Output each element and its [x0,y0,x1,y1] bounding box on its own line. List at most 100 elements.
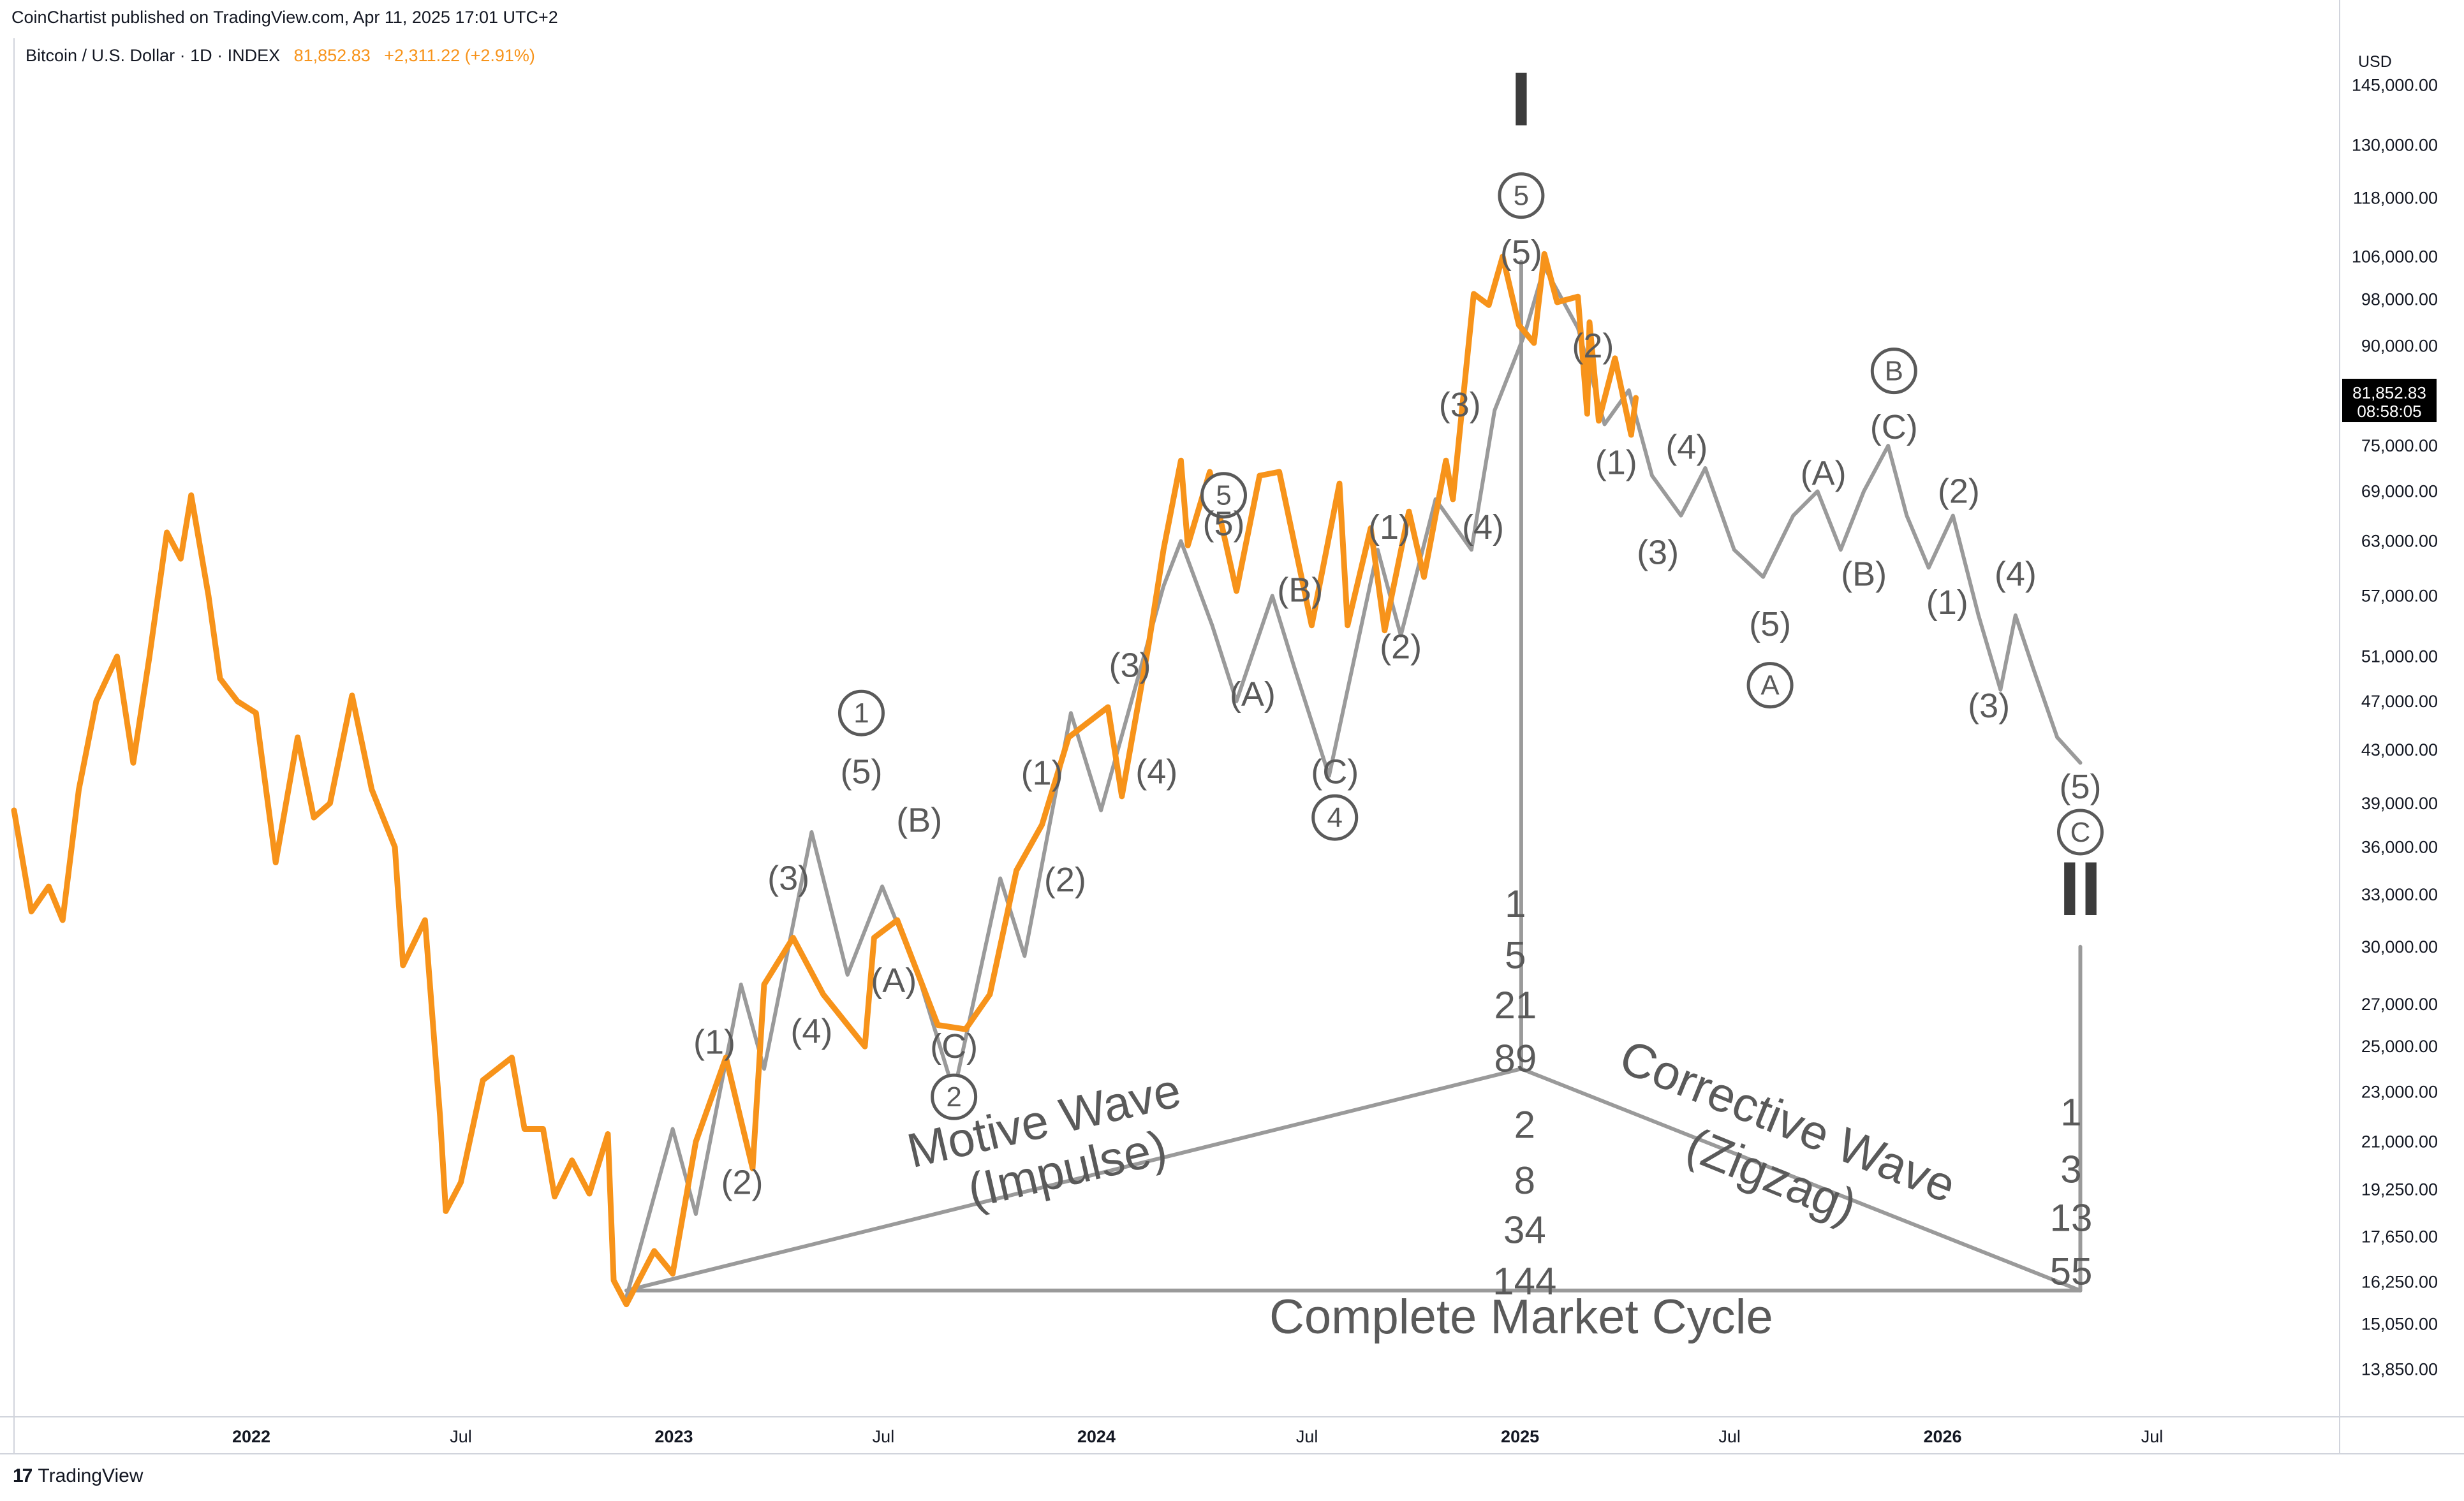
wave-circle [2056,809,2104,856]
wave-label: (2) [1380,628,1422,666]
wave-label: (1) [1595,444,1637,482]
wave-label: (4) [790,1012,832,1050]
price-tick-label: 90,000.00 [2361,337,2438,356]
symbol-legend: Bitcoin / U.S. Dollar · 1D · INDEX 81,85… [26,46,535,66]
wave-label-circled: A [1760,670,1780,701]
fibonacci-number: 8 [1514,1159,1535,1202]
price-tick-label: 33,000.00 [2361,885,2438,904]
wave-label: (5) [1500,233,1542,272]
price-tick-label: 30,000.00 [2361,937,2438,956]
wave-label: (4) [1135,753,1177,791]
fibonacci-number: 3 [2060,1148,2081,1191]
time-tick-label: Jul [1718,1427,1741,1446]
fibonacci-number: 1 [1505,882,1526,925]
price-change: +2,311.22 (+2.91%) [384,46,535,65]
wave-label: (2) [721,1163,764,1201]
wave-label: (1) [1368,508,1410,546]
publisher-line: CoinChartist published on TradingView.co… [11,8,558,27]
wave-label: (A) [1230,675,1276,714]
last-price-tag-value: 81,852.83 [2352,383,2426,402]
wave-label-circled: 5 [1216,480,1231,511]
wave-label: (1) [1926,583,1968,622]
wave-label: (C) [1870,408,1918,446]
last-price-tag-countdown: 08:58:05 [2357,402,2421,421]
wave-circle [1311,794,1359,841]
wave-label-circled: 2 [946,1081,961,1113]
price-tick-label: 43,000.00 [2361,740,2438,759]
last-price: 81,852.83 [293,46,371,65]
wave-label: (5) [1203,505,1245,543]
wave-label: (3) [1109,646,1151,684]
price-tick-label: 106,000.00 [2352,247,2438,266]
fibonacci-number: 21 [1494,984,1537,1027]
wave-label: (4) [1995,555,2037,593]
price-tick-label: 63,000.00 [2361,532,2438,551]
time-tick-label: Jul [1296,1427,1318,1446]
wave-label: (B) [896,802,942,840]
fibonacci-number: 55 [2050,1250,2093,1292]
price-tick-label: 17,650.00 [2361,1227,2438,1247]
wave-label-circled: 5 [1514,180,1529,212]
wave-label: (1) [1021,754,1063,793]
time-tick-label: 2025 [1501,1427,1539,1446]
price-tick-label: 23,000.00 [2361,1083,2438,1102]
time-tick-label: 2026 [1923,1427,1961,1446]
price-tick-label: 15,050.00 [2361,1314,2438,1333]
fibonacci-number: 34 [1503,1209,1546,1252]
wave-label: (A) [1801,454,1847,492]
time-tick-label: Jul [2141,1427,2164,1446]
wave-labels: (1)(2)(3)(4)(5)1(B)(A)(C)2(1)(2)(3)(4)5(… [693,57,2104,1344]
wave-label: (B) [1277,571,1323,609]
wave-label-circled: 4 [1327,802,1342,833]
price-tick-label: 145,000.00 [2352,76,2438,95]
wave-circle [1200,472,1248,519]
price-axis[interactable]: USD 145,000.00 130,000.00 118,000.00 106,00… [2352,53,2438,1379]
price-tick-label: 19,250.00 [2361,1180,2438,1199]
time-tick-label: 2022 [232,1427,270,1446]
wave-label-circled: 1 [853,698,869,729]
price-tick-label: 16,250.00 [2361,1273,2438,1292]
wave-label: (2) [1938,472,1980,511]
time-axis[interactable]: 2022 Jul 2023 Jul 2024 Jul 2025 Jul 2026 Jul [232,1427,2163,1446]
wave-label: (3) [1637,533,1679,571]
cycle-frame-line [1519,1067,2083,1292]
wave-label: (1) [693,1023,735,1061]
footer-brand[interactable]: 17 TradingView [13,1465,143,1487]
cycle-marker: II [2059,846,2102,932]
wave-label: (4) [1665,428,1708,466]
fibonacci-number: 89 [1494,1037,1537,1080]
price-tick-label: 75,000.00 [2361,436,2438,455]
price-tick-label: 13,850.00 [2361,1360,2438,1379]
wave-circle [837,689,885,736]
tradingview-logo-icon: 17 [13,1465,33,1486]
wave-label-circled: C [2070,817,2091,848]
series-layer [11,251,2083,1308]
wave-label: (5) [1749,605,1791,643]
fibonacci-number: 5 [1505,934,1526,976]
wave-label: (3) [1439,386,1481,424]
chart-frame [0,0,2464,1454]
wave-label: (3) [1968,687,2010,725]
symbol-name: Bitcoin / U.S. Dollar · 1D · INDEX [26,46,281,65]
wave-label: (5) [840,753,882,791]
btc-price-line [11,251,1639,1308]
price-tick-label: 57,000.00 [2361,586,2438,605]
price-tick-label: 98,000.00 [2361,290,2438,309]
wave-label: (2) [1572,327,1614,365]
wave-label: (3) [767,859,809,897]
wave-circle [931,1073,978,1120]
fibonacci-number: 144 [1493,1260,1556,1303]
price-tick-label: 47,000.00 [2361,692,2438,711]
wave-circle [1498,172,1545,219]
wave-text-label: Complete Market Cycle [1269,1290,1773,1344]
price-tick-label: 21,000.00 [2361,1132,2438,1152]
price-tick-label: 27,000.00 [2361,995,2438,1014]
price-tick-label: 36,000.00 [2361,837,2438,856]
wave-label: (C) [1311,753,1359,791]
price-tick-label: 39,000.00 [2361,794,2438,813]
time-tick-label: Jul [450,1427,472,1446]
wave-label: (4) [1462,508,1504,546]
price-tick-label: 69,000.00 [2361,482,2438,501]
